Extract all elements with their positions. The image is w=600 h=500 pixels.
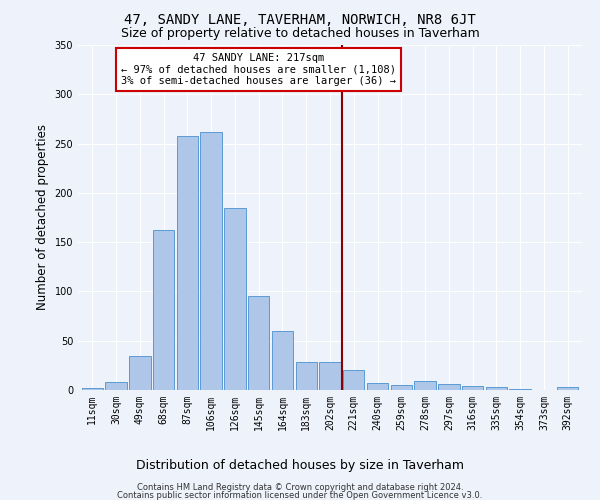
Bar (224, 208, 245, 390)
Bar (391, 385, 412, 390)
Text: 47 SANDY LANE: 217sqm
← 97% of detached houses are smaller (1,108)
3% of semi-de: 47 SANDY LANE: 217sqm ← 97% of detached … (121, 53, 396, 86)
Bar (462, 386, 484, 390)
Bar (106, 382, 127, 390)
Bar (153, 230, 174, 390)
Text: Distribution of detached houses by size in Taverham: Distribution of detached houses by size … (136, 458, 464, 471)
Text: 47, SANDY LANE, TAVERHAM, NORWICH, NR8 6JT: 47, SANDY LANE, TAVERHAM, NORWICH, NR8 6… (124, 12, 476, 26)
Bar (509, 389, 531, 390)
Bar (343, 370, 364, 390)
Y-axis label: Number of detached properties: Number of detached properties (36, 124, 49, 310)
Bar (438, 384, 460, 390)
Bar (486, 387, 507, 390)
Bar (296, 362, 317, 390)
Bar (272, 331, 293, 390)
Bar (200, 132, 222, 390)
Bar (82, 388, 103, 390)
Text: Contains public sector information licensed under the Open Government Licence v3: Contains public sector information licen… (118, 490, 482, 500)
Text: Size of property relative to detached houses in Taverham: Size of property relative to detached ho… (121, 28, 479, 40)
Bar (129, 356, 151, 390)
Bar (319, 362, 341, 390)
Text: Contains HM Land Registry data © Crown copyright and database right 2024.: Contains HM Land Registry data © Crown c… (137, 483, 463, 492)
Bar (367, 383, 388, 390)
Bar (415, 381, 436, 390)
Bar (248, 296, 269, 390)
Bar (176, 136, 198, 390)
Bar (557, 387, 578, 390)
